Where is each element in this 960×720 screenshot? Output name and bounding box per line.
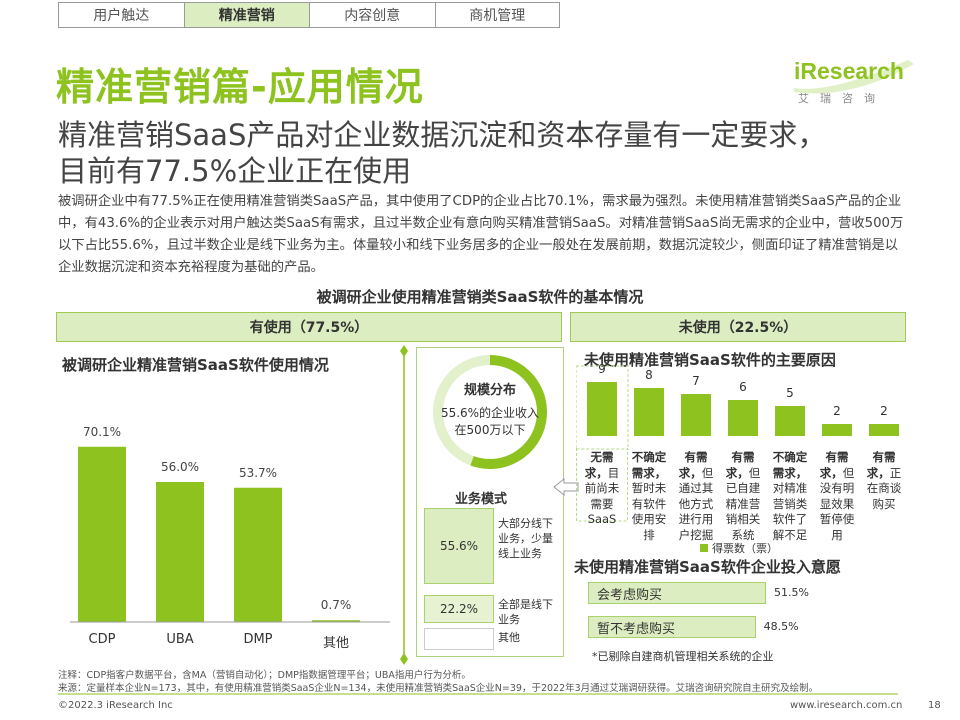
band-used: 有使用（77.5%） (56, 312, 562, 342)
biz-category-label: 大部分线下业务，少量线上业务 (498, 517, 553, 560)
reason-value-label: 2 (880, 404, 888, 418)
page-title: 精准营销篇-应用情况 (56, 65, 424, 109)
reason-category-text: 目前尚未需要SaaS (584, 465, 620, 527)
tab-user-reach[interactable]: 用户触达 (58, 2, 184, 28)
usage-bar (156, 482, 204, 622)
usage-chart-title: 被调研企业精准营销SaaS软件使用情况 (62, 356, 329, 374)
logo-swoosh-icon (794, 60, 914, 94)
intro-paragraph: 被调研企业中有77.5%正在使用精准营销类SaaS产品，其中使用了CDP的企业占… (58, 194, 904, 275)
reasons-highlight-box (576, 448, 628, 522)
headline-line2: 目前有77.5%企业正在使用 (58, 154, 412, 188)
intent-bar: 暂不考虑购买 (588, 616, 756, 638)
biz-bar: 22.2% (424, 595, 494, 623)
reason-category-label: 有需求，但已自建精准营销相关系统 (721, 450, 765, 543)
reason-value-label: 9 (598, 362, 606, 376)
reason-bar (775, 406, 805, 436)
headline-line1: 精准营销SaaS产品对企业数据沉淀和资本存量有一定要求， (58, 118, 827, 152)
biz-category-label: 其他 (498, 631, 520, 644)
intent-chart-title: 未使用精准营销SaaS软件企业投入意愿 (574, 558, 841, 576)
reason-value-label: 6 (739, 380, 747, 394)
reasons-bar-chart (576, 365, 899, 450)
reason-category-label: 无需求，目前尚未需要SaaS (580, 450, 624, 528)
usage-bar (234, 487, 282, 622)
scale-center-text: 55.6%的企业收入在500万以下 (440, 406, 540, 437)
biz-bar (424, 628, 494, 650)
reason-value-label: 5 (786, 386, 794, 400)
reason-category-label: 有需求，但通过其他方式进行用户挖掘 (674, 450, 718, 543)
donut-arc (470, 355, 547, 469)
usage-bar-chart (70, 446, 390, 623)
reason-category-bold: 有需求， (725, 450, 755, 480)
reason-category-label: 不确定需求，暂时未有软件使用安排 (627, 450, 671, 543)
reason-category-text: 正在商谈购买 (866, 465, 902, 511)
reason-category-text: 暂时未有软件使用安排 (631, 481, 667, 542)
reason-value-label: 2 (833, 404, 841, 418)
footer-url: www.iresearch.com.cn (790, 700, 903, 711)
reason-bar (634, 388, 664, 436)
logo-cn: 艾瑞咨询 (798, 92, 886, 105)
tab-content-creative[interactable]: 内容创意 (309, 2, 435, 28)
reason-category-text: 对精准营销类软件了解不足 (772, 481, 808, 542)
tab-precision-marketing[interactable]: 精准营销 (183, 2, 309, 28)
reason-bar (728, 400, 758, 436)
logo-text: iResearch (794, 58, 904, 84)
usage-category-label: 其他 (322, 636, 349, 651)
reason-category-label: 有需求，但没有明显效果暂停使用 (815, 450, 859, 543)
legend-label: 得票数（票） (712, 542, 778, 555)
reason-category-bold: 有需求， (866, 450, 896, 480)
note-line2: 来源：定量样本企业N=173，其中，有使用精准营销类SaaS企业N=134，未使… (58, 683, 819, 694)
intent-note: *已剔除自建商机管理相关系统的企业 (592, 650, 774, 663)
reason-bar (681, 394, 711, 436)
footer-copyright: ©2022.3 iResearch Inc (58, 700, 173, 711)
usage-value-label: 53.7% (238, 465, 278, 480)
usage-value-label: 56.0% (160, 460, 200, 474)
reason-category-text: 但没有明显效果暂停使用 (819, 465, 855, 542)
reason-category-bold: 有需求， (678, 450, 708, 480)
reason-bar (822, 424, 852, 436)
usage-category-label: DMP (243, 632, 273, 647)
reason-bar (869, 424, 899, 436)
tab-opportunity-management[interactable]: 商机管理 (434, 2, 560, 28)
intent-value-label: 48.5% (763, 620, 799, 633)
usage-value-label: 0.7% (320, 598, 352, 613)
legend-swatch (700, 544, 708, 552)
divider-line (400, 345, 408, 665)
reason-category-text: 但已自建精准营销相关系统 (725, 465, 761, 542)
arrow-left-icon (553, 477, 579, 497)
note-line1: 注释：CDP指客户数据平台，含MA（营销自动化）；DMP指数据管理平台；UBA指… (58, 670, 471, 681)
reason-category-bold: 不确定需求， (772, 450, 808, 480)
page-number: 18 (928, 700, 941, 711)
usage-bar (312, 620, 360, 622)
scale-title: 规模分布 (463, 383, 516, 398)
chart-title: 被调研企业使用精准营销类SaaS软件的基本情况 (316, 288, 644, 306)
intent-bar: 会考虑购买 (588, 582, 766, 604)
reason-category-text: 但通过其他方式进行用户挖掘 (678, 465, 714, 542)
intent-value-label: 51.5% (774, 586, 809, 599)
footer-rule (58, 693, 898, 695)
usage-category-label: CDP (88, 632, 116, 647)
biz-title: 业务模式 (455, 492, 508, 507)
top-tabs: 用户触达 精准营销 内容创意 商机管理 (58, 2, 560, 28)
reason-category-label: 有需求，正在商谈购买 (862, 450, 906, 512)
reason-category-bold: 不确定需求， (631, 450, 667, 480)
usage-category-label: UBA (166, 632, 194, 647)
reason-value-label: 8 (645, 368, 653, 382)
reason-bar (587, 382, 617, 436)
band-unused: 未使用（22.5%） (570, 312, 906, 342)
reason-value-label: 7 (692, 374, 700, 388)
biz-category-label: 全部是线下业务 (498, 598, 553, 626)
biz-bar: 55.6% (424, 508, 494, 584)
scale-donut-chart (433, 355, 547, 469)
reasons-chart-title: 未使用精准营销SaaS软件的主要原因 (584, 351, 836, 369)
usage-bar (78, 446, 126, 622)
usage-value-label: 70.1% (82, 424, 122, 439)
iresearch-logo: iResearch 艾瑞咨询 (790, 54, 920, 112)
reason-category-label: 不确定需求，对精准营销类软件了解不足 (768, 450, 812, 543)
reason-category-bold: 有需求， (819, 450, 849, 480)
reason-category-bold: 无需求， (584, 450, 614, 480)
